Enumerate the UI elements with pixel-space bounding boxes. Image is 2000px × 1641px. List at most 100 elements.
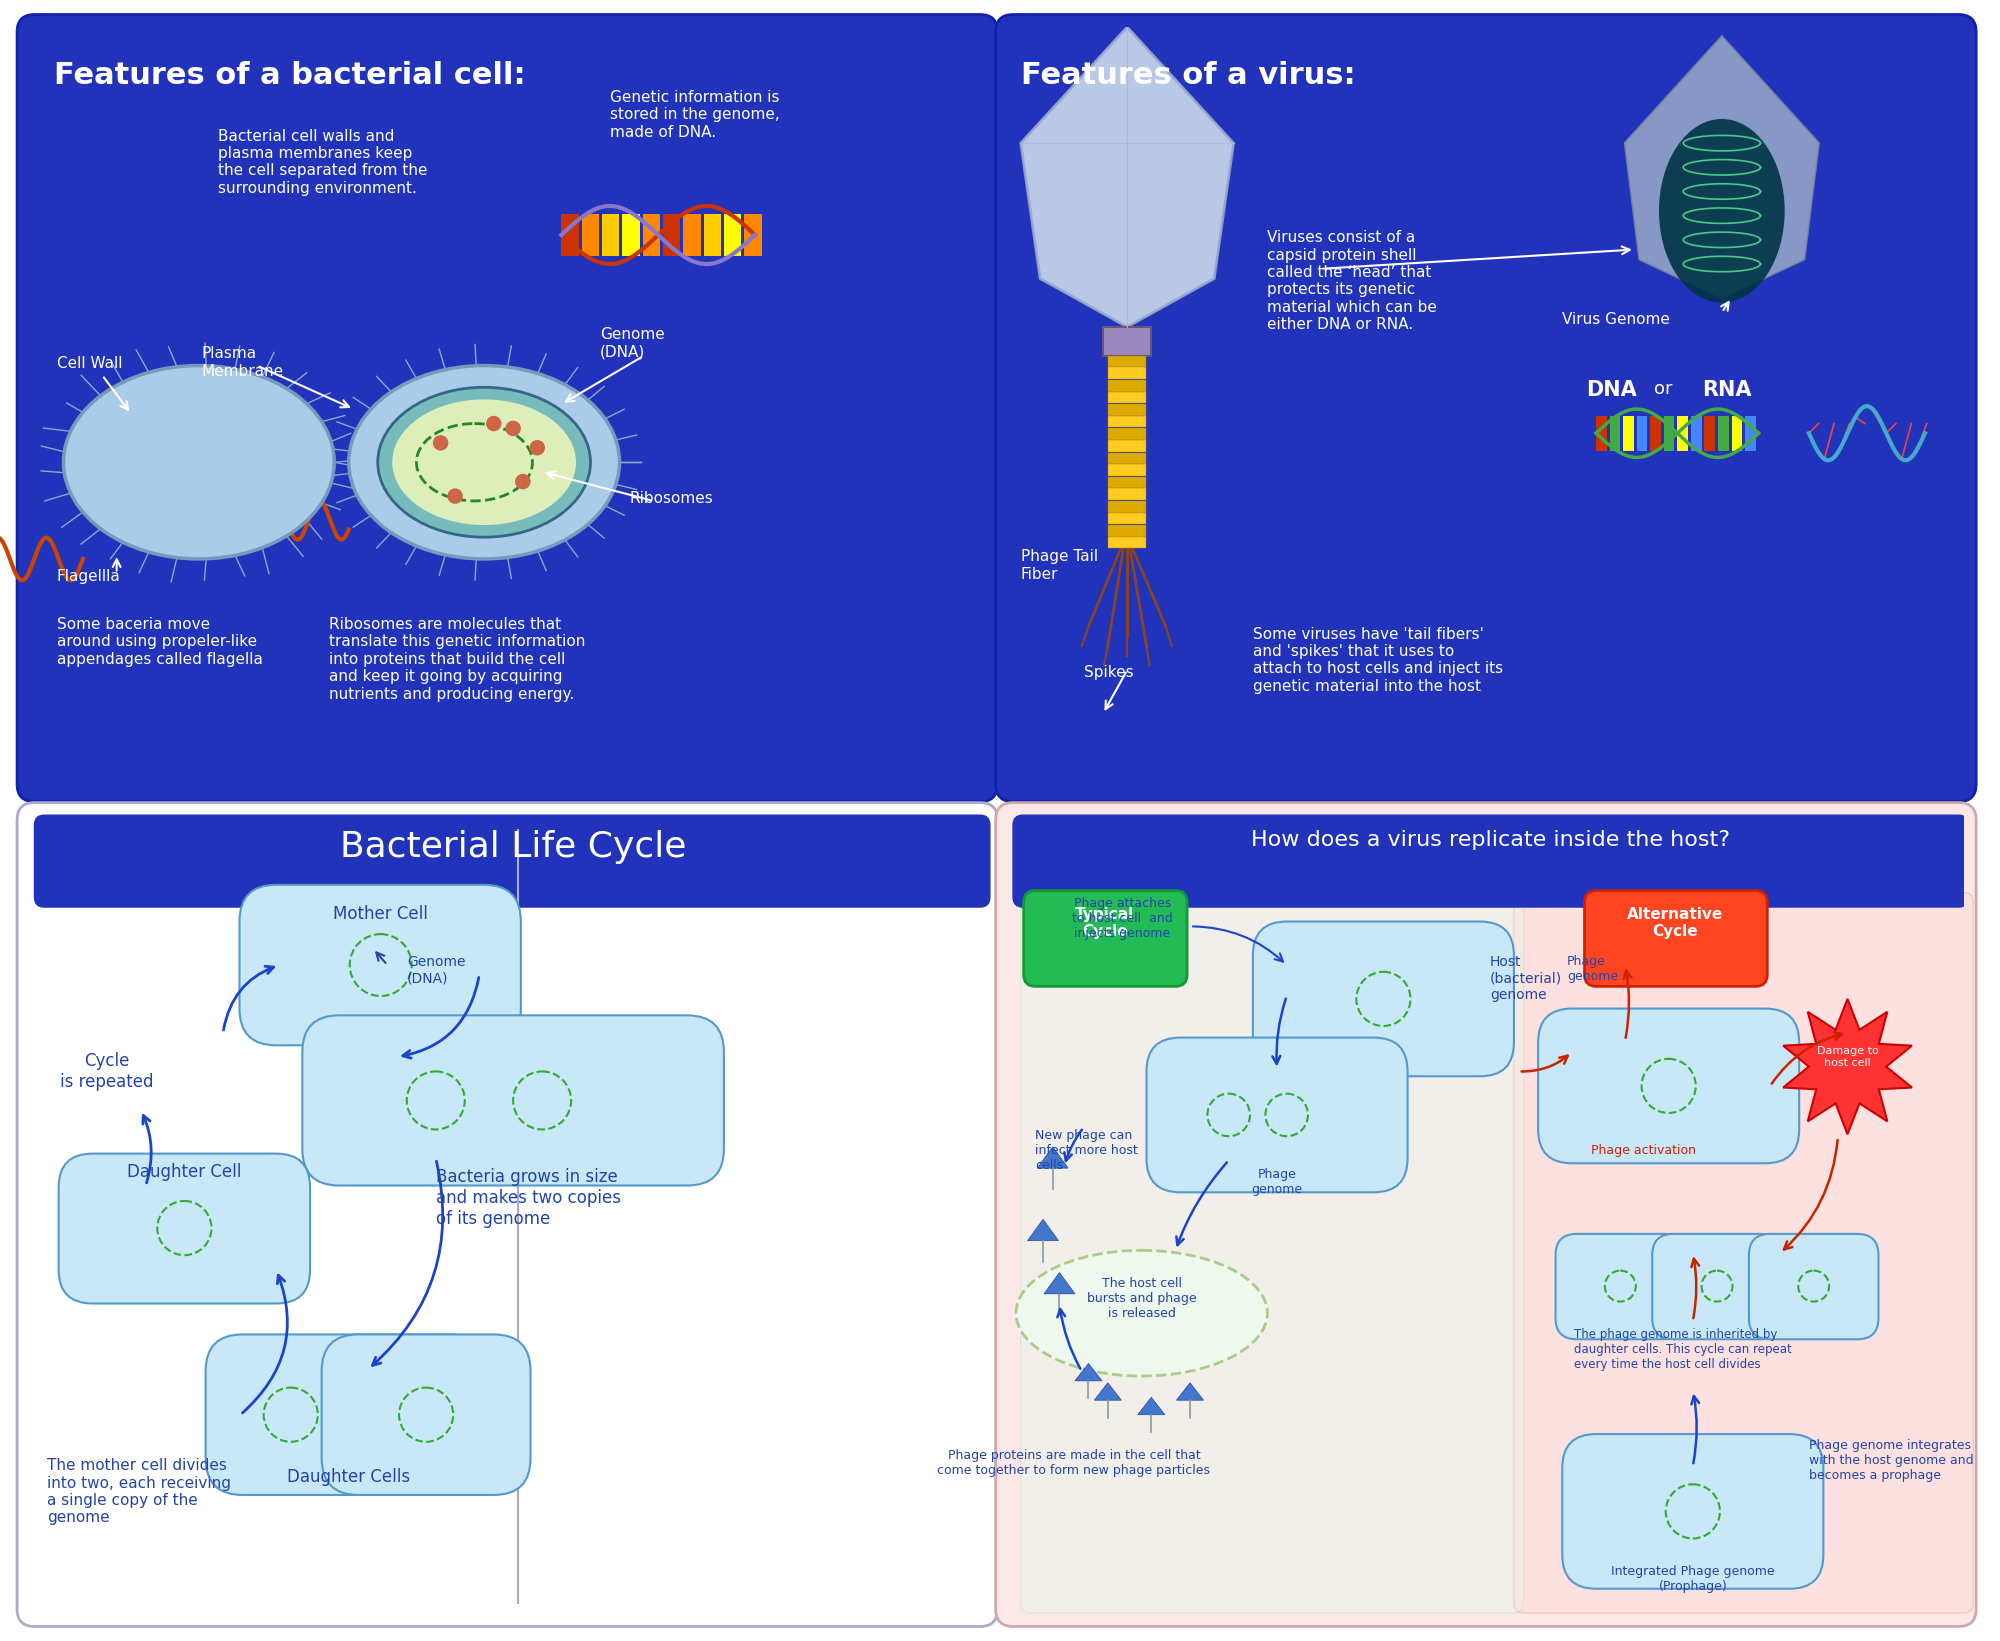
Text: Some baceria move
around using propeler-like
appendages called flagella: Some baceria move around using propeler-… <box>56 617 262 666</box>
Polygon shape <box>1020 28 1234 327</box>
FancyBboxPatch shape <box>1024 891 1188 986</box>
Polygon shape <box>1044 1272 1074 1293</box>
Bar <box>602 213 620 256</box>
Text: Damage to
host cell: Damage to host cell <box>1816 1045 1878 1068</box>
Text: Virus Genome: Virus Genome <box>1562 312 1670 327</box>
Text: Bacterial cell walls and
plasma membranes keep
the cell separated from the
surro: Bacterial cell walls and plasma membrane… <box>218 128 428 195</box>
FancyBboxPatch shape <box>1020 893 1524 1613</box>
Bar <box>1108 404 1146 415</box>
Bar <box>1108 381 1146 392</box>
Polygon shape <box>1038 1147 1068 1168</box>
Polygon shape <box>1138 1396 1164 1415</box>
Bar <box>1108 512 1146 523</box>
Text: Host
(bacterial)
genome: Host (bacterial) genome <box>1490 955 1562 1001</box>
Text: Mother Cell: Mother Cell <box>334 906 428 924</box>
Text: Bacterial Life Cycle: Bacterial Life Cycle <box>340 830 686 863</box>
Bar <box>724 213 742 256</box>
FancyBboxPatch shape <box>1556 1234 1686 1339</box>
Circle shape <box>432 435 448 451</box>
Text: Cycle
is repeated: Cycle is repeated <box>60 1052 154 1091</box>
FancyBboxPatch shape <box>58 1154 310 1303</box>
FancyBboxPatch shape <box>34 816 990 907</box>
FancyBboxPatch shape <box>1252 922 1514 1076</box>
Text: Phage
genome: Phage genome <box>1568 955 1618 983</box>
Text: Bacteria grows in size
and makes two copies
of its genome: Bacteria grows in size and makes two cop… <box>436 1168 620 1227</box>
FancyBboxPatch shape <box>1652 1234 1782 1339</box>
Text: Viruses consist of a
capsid protein shell
called the ‘head’ that
protects its ge: Viruses consist of a capsid protein shel… <box>1268 230 1438 331</box>
FancyBboxPatch shape <box>1562 1434 1824 1588</box>
Text: Daughter Cell: Daughter Cell <box>128 1163 242 1182</box>
Text: Typical
Cycle: Typical Cycle <box>1076 907 1134 939</box>
Polygon shape <box>1074 1364 1102 1380</box>
Ellipse shape <box>348 366 620 560</box>
Bar <box>642 213 660 256</box>
Bar <box>1636 415 1648 451</box>
Text: Phage activation: Phage activation <box>1592 1144 1696 1157</box>
Text: Phage
genome: Phage genome <box>1252 1168 1302 1196</box>
Text: Genome
(DNA): Genome (DNA) <box>406 955 466 986</box>
Bar <box>1108 392 1146 404</box>
Bar <box>1108 464 1146 476</box>
Polygon shape <box>1094 1383 1122 1400</box>
Ellipse shape <box>378 387 590 537</box>
Bar <box>1108 368 1146 379</box>
Ellipse shape <box>1016 1250 1268 1377</box>
Bar <box>1704 415 1716 451</box>
Text: New phage can
infect more host
cells: New phage can infect more host cells <box>1036 1129 1138 1172</box>
FancyBboxPatch shape <box>18 15 998 802</box>
Circle shape <box>486 415 502 432</box>
Bar <box>1596 415 1606 451</box>
Text: The mother cell divides
into two, each receiving
a single copy of the
genome: The mother cell divides into two, each r… <box>48 1459 232 1526</box>
Bar <box>1664 415 1674 451</box>
Circle shape <box>530 440 546 456</box>
Text: Daughter Cells: Daughter Cells <box>288 1469 410 1485</box>
Polygon shape <box>1626 36 1818 299</box>
Bar <box>1610 415 1620 451</box>
Ellipse shape <box>1658 118 1784 302</box>
Text: Phage proteins are made in the cell that
come together to form new phage particl: Phage proteins are made in the cell that… <box>938 1449 1210 1477</box>
Bar <box>1650 415 1660 451</box>
FancyBboxPatch shape <box>996 802 1976 1626</box>
Text: Phage Tail
Fiber: Phage Tail Fiber <box>1020 550 1098 581</box>
FancyBboxPatch shape <box>1514 893 1974 1613</box>
FancyBboxPatch shape <box>1538 1009 1800 1163</box>
Text: RNA: RNA <box>1702 381 1752 400</box>
FancyBboxPatch shape <box>302 1016 724 1185</box>
Text: Genome
(DNA): Genome (DNA) <box>600 327 664 359</box>
Bar <box>664 213 680 256</box>
Ellipse shape <box>64 366 334 560</box>
FancyBboxPatch shape <box>206 1334 488 1495</box>
Text: Features of a bacterial cell:: Features of a bacterial cell: <box>54 61 526 90</box>
Bar <box>1108 525 1146 537</box>
Bar <box>622 213 640 256</box>
Bar <box>1108 356 1146 368</box>
Bar <box>1678 415 1688 451</box>
Bar <box>1102 327 1152 356</box>
Bar <box>1690 415 1702 451</box>
Polygon shape <box>1028 1219 1058 1241</box>
Bar <box>1746 415 1756 451</box>
Text: Ribosomes: Ribosomes <box>630 491 712 507</box>
Polygon shape <box>1176 1383 1204 1400</box>
Bar <box>562 213 578 256</box>
Bar <box>744 213 762 256</box>
Text: or: or <box>1654 381 1672 399</box>
Circle shape <box>516 474 530 489</box>
Bar <box>1718 415 1728 451</box>
Bar <box>1108 489 1146 501</box>
Text: Ribosomes are molecules that
translate this genetic information
into proteins th: Ribosomes are molecules that translate t… <box>330 617 586 702</box>
Circle shape <box>506 420 520 437</box>
Text: Alternative
Cycle: Alternative Cycle <box>1628 907 1724 939</box>
Text: Phage attaches
to host cell  and
injects genome: Phage attaches to host cell and injects … <box>1072 898 1172 940</box>
Bar <box>1108 537 1146 548</box>
Text: Phage genome integrates
with the host genome and
becomes a prophage: Phage genome integrates with the host ge… <box>1808 1439 1974 1482</box>
Text: Plasma
Membrane: Plasma Membrane <box>202 346 284 379</box>
FancyBboxPatch shape <box>1748 1234 1878 1339</box>
Text: Some viruses have 'tail fibers'
and 'spikes' that it uses to
attach to host cell: Some viruses have 'tail fibers' and 'spi… <box>1252 627 1502 694</box>
FancyBboxPatch shape <box>1014 816 1968 907</box>
FancyBboxPatch shape <box>1146 1037 1408 1193</box>
Bar <box>1624 415 1634 451</box>
Bar <box>704 213 722 256</box>
Bar <box>1108 440 1146 451</box>
Bar <box>1108 501 1146 512</box>
